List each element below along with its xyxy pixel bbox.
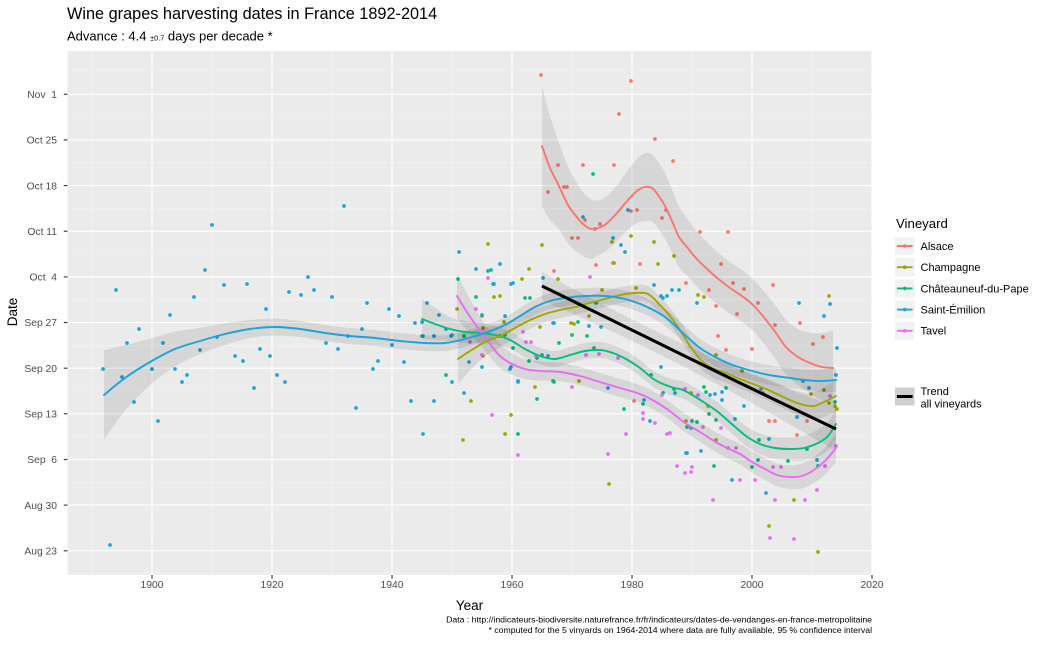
svg-text:Champagne: Champagne xyxy=(921,262,981,274)
svg-text:Aug 23: Aug 23 xyxy=(24,547,57,558)
svg-text:all vineyards: all vineyards xyxy=(921,399,983,411)
svg-text:Sep 27: Sep 27 xyxy=(24,318,57,329)
svg-text:1980: 1980 xyxy=(621,580,644,591)
svg-text:1900: 1900 xyxy=(141,580,164,591)
svg-text:Sep 20: Sep 20 xyxy=(24,364,57,375)
svg-text:Advance : 4.4 ±0.7 days per de: Advance : 4.4 ±0.7 days per decade * xyxy=(67,28,273,43)
svg-text:* computed for the 5 vinyards: * computed for the 5 vinyards on 1964-20… xyxy=(489,625,873,635)
svg-text:2020: 2020 xyxy=(861,580,884,591)
svg-text:1920: 1920 xyxy=(261,580,284,591)
svg-text:2000: 2000 xyxy=(741,580,764,591)
svg-text:Year: Year xyxy=(456,598,484,613)
svg-text:Oct 11: Oct 11 xyxy=(27,227,57,238)
svg-text:Data : http://indicateurs-biod: Data : http://indicateurs-biodiversite.n… xyxy=(446,615,872,625)
svg-text:Date: Date xyxy=(5,298,20,327)
svg-text:Tavel: Tavel xyxy=(921,326,947,338)
svg-text:Alsace: Alsace xyxy=(921,241,954,253)
svg-text:Sep 13: Sep 13 xyxy=(24,410,57,421)
svg-text:Vineyard: Vineyard xyxy=(896,216,948,231)
svg-text:Sep 6: Sep 6 xyxy=(27,455,57,466)
svg-text:Oct 18: Oct 18 xyxy=(27,181,58,192)
svg-text:Oct 25: Oct 25 xyxy=(27,136,58,147)
svg-text:Châteauneuf-du-Pape: Châteauneuf-du-Pape xyxy=(921,283,1029,295)
svg-text:Saint-Émilion: Saint-Émilion xyxy=(921,304,986,317)
svg-text:Aug 30: Aug 30 xyxy=(24,501,57,512)
svg-text:1960: 1960 xyxy=(501,580,524,591)
svg-text:1940: 1940 xyxy=(381,580,404,591)
svg-text:Wine grapes harvesting dates i: Wine grapes harvesting dates in France 1… xyxy=(67,5,437,23)
svg-text:Nov 1: Nov 1 xyxy=(27,90,57,101)
svg-text:Oct 4: Oct 4 xyxy=(30,273,58,284)
svg-text:Trend: Trend xyxy=(921,386,949,398)
